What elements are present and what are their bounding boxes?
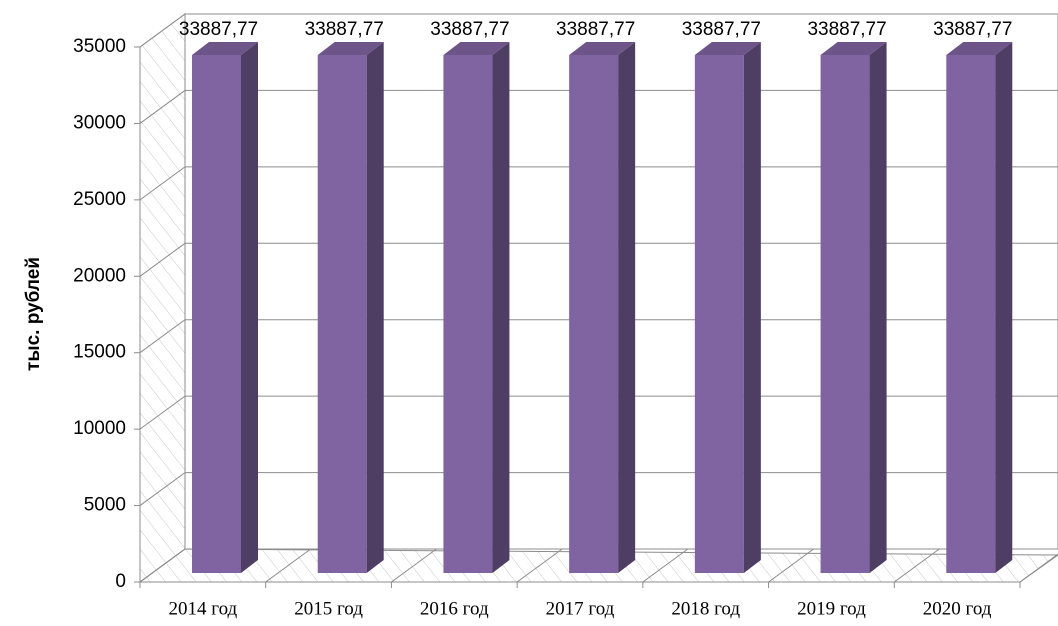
category-divider xyxy=(516,548,563,588)
grid-line xyxy=(139,89,1058,124)
value-label: 33887,77 xyxy=(430,19,509,40)
bar-top xyxy=(820,42,887,56)
grid-line xyxy=(139,319,1058,354)
bar xyxy=(946,55,996,574)
x-tick-label: 2020 год xyxy=(923,598,992,619)
y-tick-label: 35000 xyxy=(73,36,126,57)
category-divider xyxy=(265,548,312,588)
grid-line xyxy=(139,472,1058,506)
side-wall xyxy=(139,13,186,583)
y-tick-label: 0 xyxy=(115,571,126,592)
y-axis-label: тыс. рублей xyxy=(23,257,44,371)
grid-line xyxy=(139,13,1058,48)
bar xyxy=(569,55,619,574)
x-tick-label: 2017 год xyxy=(546,598,615,619)
bar-top xyxy=(569,42,636,56)
value-label: 33887,77 xyxy=(933,19,1012,40)
bar-top xyxy=(443,42,510,56)
bar-top xyxy=(946,42,1013,56)
bar-side xyxy=(366,42,384,574)
y-tick-label: 30000 xyxy=(73,112,126,133)
x-tick-label: 2015 год xyxy=(294,598,363,619)
x-tick-label: 2018 год xyxy=(671,598,740,619)
grid-line xyxy=(139,242,1058,277)
y-tick-label: 15000 xyxy=(73,342,126,363)
bar xyxy=(820,55,870,574)
bar xyxy=(443,55,493,574)
category-divider xyxy=(390,548,437,588)
category-divider xyxy=(768,548,814,588)
category-divider xyxy=(893,548,940,588)
category-divider xyxy=(1019,553,1058,588)
value-label: 33887,77 xyxy=(556,19,635,40)
value-label: 33887,77 xyxy=(682,19,761,40)
x-tick-label: 2016 год xyxy=(420,598,489,619)
value-label: 33887,77 xyxy=(179,19,258,40)
bar-side xyxy=(995,42,1013,574)
value-label: 33887,77 xyxy=(807,19,886,40)
grid-line xyxy=(139,395,1058,430)
bar xyxy=(192,55,241,574)
bar-side xyxy=(241,42,258,574)
x-tick-label: 2019 год xyxy=(797,598,866,619)
bar xyxy=(694,55,744,574)
bar-side xyxy=(743,42,761,574)
grid-line xyxy=(139,166,1058,201)
bar-top xyxy=(192,42,258,56)
y-tick-label: 20000 xyxy=(73,265,126,286)
bar-top xyxy=(317,42,384,56)
bar xyxy=(317,55,367,574)
bar-side xyxy=(618,42,636,574)
y-tick-label: 10000 xyxy=(73,418,126,439)
value-label: 33887,77 xyxy=(305,19,384,40)
category-divider xyxy=(642,548,689,588)
bar-side xyxy=(492,42,510,574)
x-tick-label: 2014 год xyxy=(169,598,238,619)
y-tick-label: 25000 xyxy=(73,189,126,210)
bar-top xyxy=(694,42,761,56)
category-divider xyxy=(139,548,186,588)
bar-side xyxy=(869,42,887,574)
y-tick-label: 5000 xyxy=(84,495,126,516)
